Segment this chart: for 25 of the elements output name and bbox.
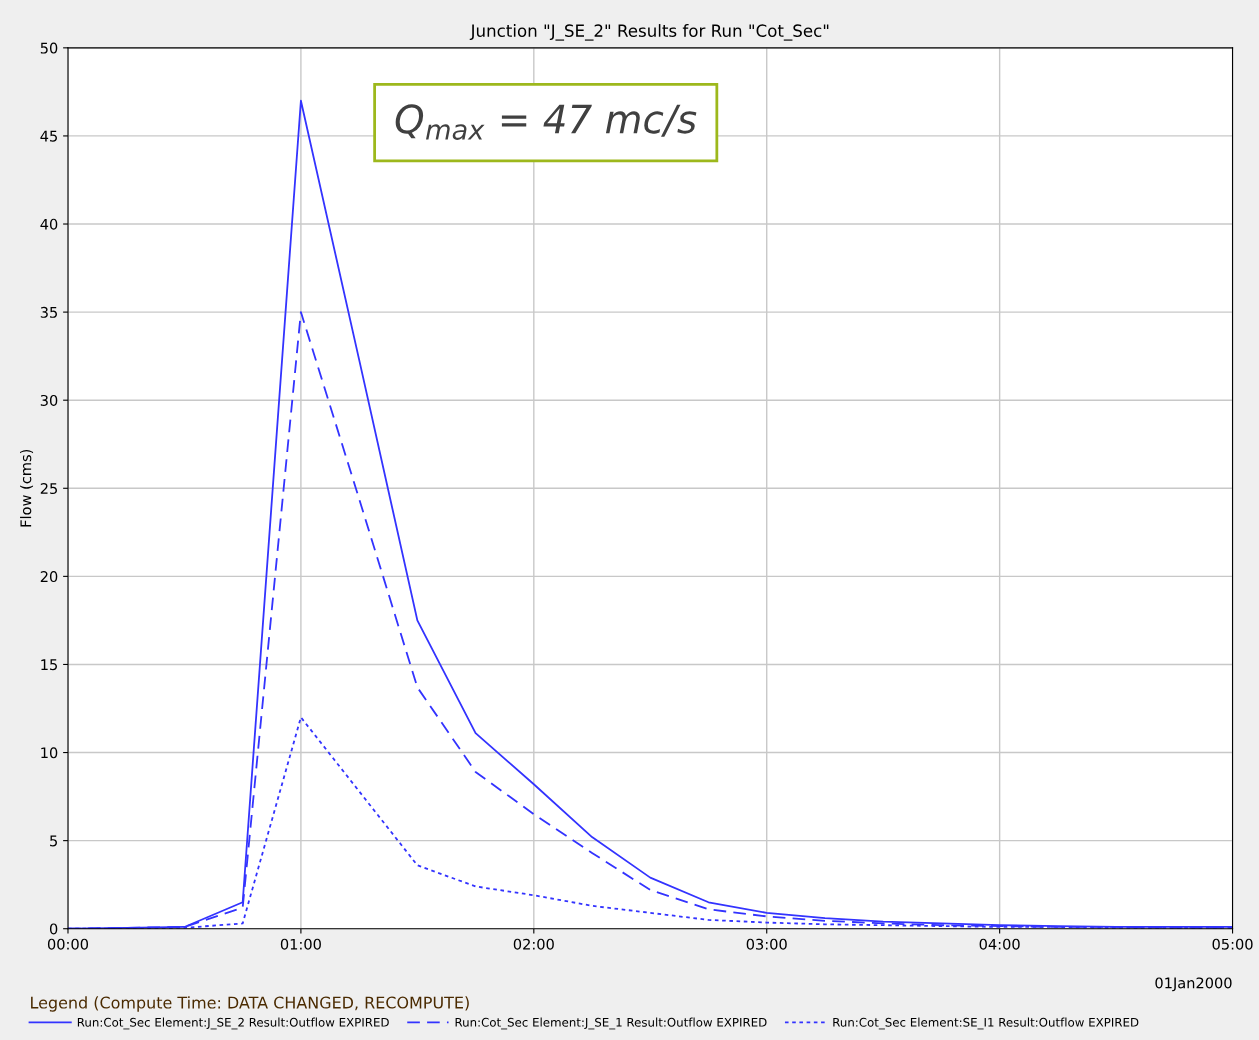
legend-label: Run:Cot_Sec Element:J_SE_1 Result:Outflow EXPIRED bbox=[455, 1017, 767, 1030]
x-tick-label: 02:00 bbox=[513, 938, 554, 950]
y-tick-label: 25 bbox=[40, 483, 57, 495]
y-tick-label: 0 bbox=[49, 923, 58, 935]
y-tick-label: 50 bbox=[40, 42, 58, 54]
y-tick-label: 15 bbox=[41, 659, 57, 671]
y-tick-label: 30 bbox=[40, 394, 58, 406]
x-tick-label: 00:00 bbox=[47, 938, 89, 950]
y-tick-label: 40 bbox=[40, 218, 58, 230]
x-tick-label: 03:00 bbox=[746, 938, 787, 950]
y-tick-label: 10 bbox=[41, 747, 58, 759]
x-tick-label: 04:00 bbox=[979, 938, 1020, 950]
legend-label: Run:Cot_Sec Element:SE_I1 Result:Outflow EXPIRED bbox=[833, 1017, 1139, 1030]
y-axis-title: Flow (cms) bbox=[20, 449, 34, 527]
y-tick-label: 20 bbox=[40, 571, 58, 583]
text: 01Jan2000 bbox=[1155, 977, 1232, 992]
annotation: Q$_{max}$ = 47 mc/s bbox=[395, 104, 697, 140]
x-tick-label: 05:00 bbox=[1212, 938, 1253, 950]
x-tick-label: 01:00 bbox=[280, 938, 321, 950]
chart-title: Junction "J_SE_2" Results for Run "Cot_Sec" bbox=[469, 24, 829, 41]
y-tick-label: 45 bbox=[40, 130, 57, 142]
legend-title: Legend (Compute Time: DATA CHANGED, RECOMPUTE) bbox=[31, 996, 469, 1012]
legend-label: Run:Cot_Sec Element:J_SE_2 Result:Outflow EXPIRED bbox=[77, 1017, 389, 1030]
y-tick-label: 35 bbox=[40, 306, 57, 318]
y-tick-label: 5 bbox=[50, 835, 57, 847]
